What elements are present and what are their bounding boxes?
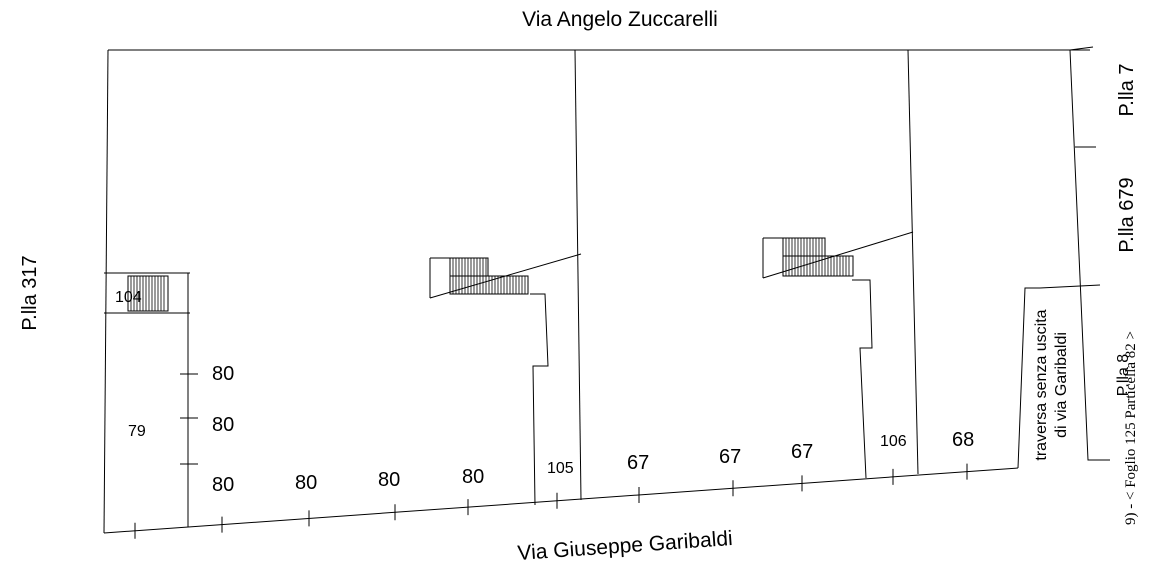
civic-number-80-c: 80 [212, 474, 234, 496]
street-label-south: Via Giuseppe Garibaldi [517, 527, 734, 565]
stair-symbol-west [449, 257, 529, 295]
civic-number-80-a: 80 [212, 363, 234, 385]
civic-number-106: 106 [880, 433, 907, 450]
civic-number-80-e: 80 [378, 469, 400, 491]
civic-number-68: 68 [952, 429, 974, 451]
stepped-wall-east [763, 237, 873, 479]
parcel-label-317: P.lla 317 [19, 255, 41, 330]
civic-number-104: 104 [115, 289, 142, 306]
footer-sheet-label: 9) - < Foglio 125 Particella 82 > [1123, 331, 1139, 525]
side-lane-label-line1: traversa senza uscita [1033, 309, 1050, 460]
civic-number-80-b: 80 [212, 414, 234, 436]
civic-number-80-d: 80 [295, 472, 317, 494]
parcel-boundaries-east [1069, 49, 1110, 461]
civic-number-67-a: 67 [627, 452, 649, 474]
civic-number-67-c: 67 [791, 441, 813, 463]
civic-number-80-f: 80 [462, 466, 484, 488]
street-label-north: Via Angelo Zuccarelli [522, 8, 718, 31]
parcel-label-7: P.lla 7 [1116, 63, 1138, 116]
parcel-label-8: P.lla 8 [1115, 354, 1132, 397]
stair-symbol-east [782, 237, 854, 277]
civic-number-79: 79 [128, 423, 146, 440]
civic-number-105: 105 [547, 460, 574, 477]
stair-symbol-104 [127, 275, 169, 312]
parcel-label-679: P.lla 679 [1116, 177, 1138, 252]
stepped-wall-west [430, 257, 549, 506]
side-lane-label-line2: di via Garibaldi [1053, 332, 1070, 438]
block-outline [103, 46, 1101, 534]
civic-numbers: 104 79 80 80 80 80 80 80 105 67 67 67 10… [115, 289, 974, 496]
wall-ticks [180, 373, 198, 465]
frontage-ticks [134, 463, 968, 539]
building-divisions [104, 49, 919, 527]
civic-number-67-b: 67 [719, 446, 741, 468]
